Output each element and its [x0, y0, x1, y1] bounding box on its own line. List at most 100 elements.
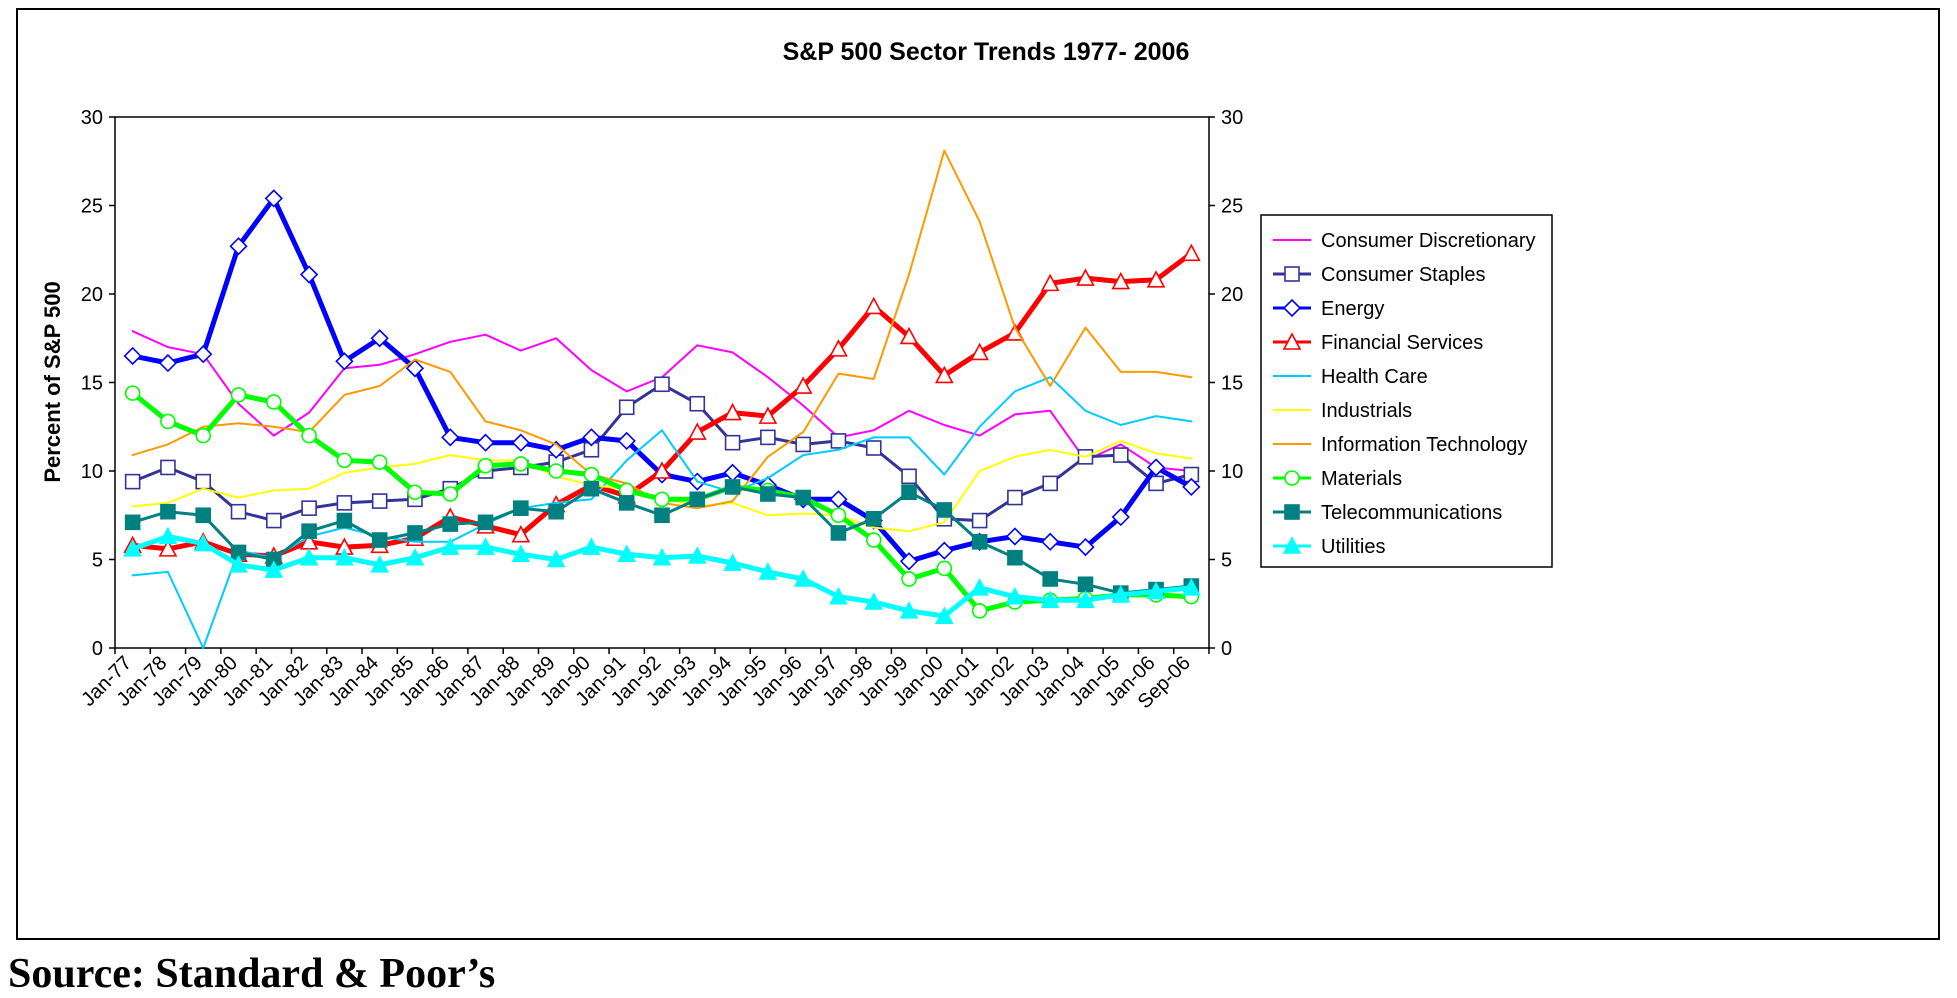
chart-title: S&P 500 Sector Trends 1977- 2006 [783, 38, 1190, 66]
data-point-materials [371, 454, 388, 470]
data-point-energy [1005, 527, 1025, 546]
data-point-energy [264, 189, 283, 208]
data-point-telecommunications [407, 525, 423, 541]
data-point-consumer-staples [971, 512, 988, 529]
data-point-materials [230, 387, 247, 403]
data-point-materials [865, 532, 882, 548]
series-utilities [123, 526, 1201, 624]
data-point-utilities [335, 548, 354, 566]
data-point-financial-services [758, 406, 778, 424]
data-point-energy [899, 552, 919, 571]
data-point-utilities [899, 601, 919, 619]
data-point-telecommunications [971, 533, 988, 550]
data-point-financial-services [723, 402, 742, 421]
data-point-energy [158, 353, 178, 373]
data-point-energy [441, 428, 460, 447]
data-point-consumer-staples [1007, 489, 1023, 506]
data-point-energy [511, 433, 530, 452]
data-point-utilities [299, 548, 319, 566]
data-point-telecommunications [336, 512, 353, 529]
data-point-utilities [687, 546, 707, 564]
data-point-utilities [970, 578, 989, 596]
data-point-consumer-staples [336, 495, 353, 511]
data-point-utilities [617, 544, 637, 562]
data-point-telecommunications [901, 484, 917, 501]
y-tick-label-right: 20 [1221, 284, 1243, 306]
legend-label-utilities: Utilities [1321, 536, 1385, 558]
legend-label-consumer-staples: Consumer Staples [1321, 264, 1486, 286]
data-point-telecommunications [1077, 576, 1094, 593]
y-tick-label-left: 10 [81, 461, 103, 483]
data-point-consumer-staples [371, 493, 388, 509]
data-point-telecommunications [160, 503, 176, 520]
legend-item-materials: Materials [1273, 468, 1402, 490]
data-point-materials [195, 427, 212, 444]
data-point-materials [160, 413, 176, 430]
data-point-utilities [370, 555, 390, 573]
chart-frame: S&P 500 Sector Trends 1977- 2006 Percent… [16, 8, 1940, 940]
data-point-energy [194, 345, 213, 364]
data-point-telecommunications [618, 495, 635, 511]
data-point-materials [442, 486, 459, 502]
legend-label-information-technology: Information Technology [1321, 434, 1527, 456]
data-point-utilities [758, 562, 778, 580]
data-point-consumer-staples [830, 433, 847, 449]
data-point-materials [548, 463, 564, 479]
legend: Consumer Discretionary Consumer Staples En… [1260, 214, 1553, 568]
data-point-utilities [229, 555, 248, 573]
series-line-consumer-discretionary [131, 330, 1193, 472]
data-point-consumer-staples [654, 376, 670, 393]
legend-marker-financial-services [1282, 332, 1302, 350]
data-point-consumer-staples [266, 512, 282, 529]
legend-marker-energy [1282, 298, 1302, 318]
data-point-telecommunications [124, 514, 141, 531]
data-point-utilities [476, 537, 495, 555]
data-point-financial-services [934, 365, 954, 384]
legend-marker-telecommunications [1284, 504, 1300, 520]
data-point-utilities [1076, 590, 1095, 609]
data-point-financial-services [687, 422, 707, 440]
data-point-consumer-staples [689, 395, 706, 412]
y-tick-label-left: 25 [81, 196, 103, 218]
data-point-financial-services [829, 339, 848, 357]
data-point-utilities [864, 592, 884, 610]
y-tick-label-left: 5 [92, 550, 103, 572]
data-point-energy [1111, 507, 1130, 527]
data-point-materials [124, 385, 141, 401]
data-point-utilities [723, 553, 742, 571]
data-point-materials [513, 456, 529, 472]
series-materials [124, 385, 1200, 619]
legend-item-telecommunications: Telecommunications [1273, 502, 1502, 524]
y-tick-label-right: 5 [1221, 550, 1232, 572]
data-point-telecommunications [865, 510, 882, 527]
data-point-telecommunications [1042, 571, 1058, 587]
data-point-utilities [1146, 581, 1166, 600]
legend-marker-consumer-staples [1284, 266, 1300, 282]
data-point-consumer-staples [230, 503, 247, 520]
data-point-consumer-staples [795, 436, 811, 453]
data-point-financial-services [1040, 273, 1060, 292]
y-tick-label-right: 15 [1221, 373, 1243, 395]
data-point-consumer-staples [160, 459, 176, 476]
legend-item-utilities: Utilities [1273, 536, 1385, 558]
data-point-telecommunications [477, 514, 494, 531]
legend-label-industrials: Industrials [1321, 400, 1412, 422]
data-point-energy [617, 431, 636, 451]
chart-svg: S&P 500 Sector Trends 1977- 2006 Percent… [40, 38, 1553, 713]
y-tick-label-left: 20 [81, 284, 103, 306]
data-point-utilities [158, 526, 178, 545]
data-point-telecommunications [442, 516, 459, 532]
legend-marker-utilities [1282, 536, 1302, 554]
data-point-telecommunications [548, 503, 564, 520]
series-consumer-discretionary [131, 330, 1193, 472]
data-point-materials [654, 491, 670, 508]
data-point-consumer-staples [1042, 475, 1058, 492]
legend-item-consumer-staples: Consumer Staples [1273, 264, 1486, 286]
data-point-energy [546, 440, 566, 459]
legend-label-consumer-discretionary: Consumer Discretionary [1321, 230, 1536, 252]
source-note: Source: Standard & Poor’s [8, 951, 496, 997]
data-point-energy [299, 265, 319, 284]
data-point-consumer-staples [901, 468, 917, 485]
data-point-telecommunications [513, 500, 529, 516]
